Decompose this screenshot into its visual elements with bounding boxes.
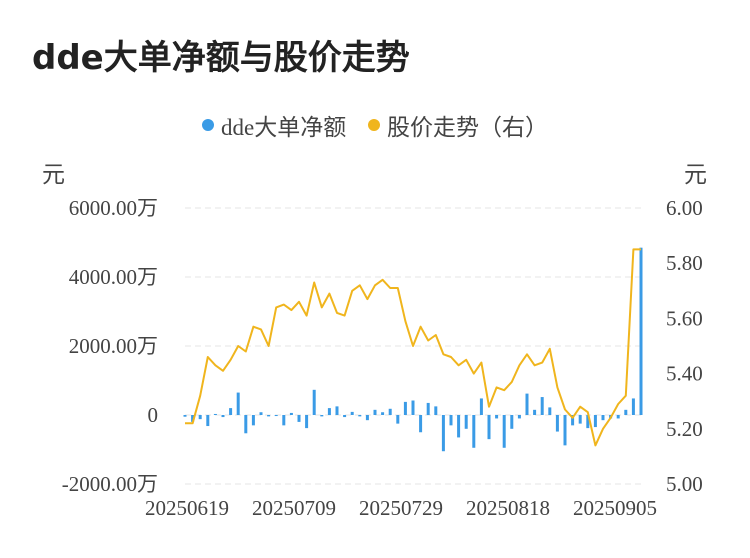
dde-bar xyxy=(221,415,225,418)
dde-bar xyxy=(525,393,529,415)
dde-bar xyxy=(517,415,521,419)
dde-bar xyxy=(586,415,590,429)
axis-labels: 6000.00万 4000.00万 2000.00万 0 -2000.00万 6.00 5.… xyxy=(62,196,703,520)
dde-bar xyxy=(426,402,430,415)
left-tick-label: 4000.00万 xyxy=(69,265,158,289)
dde-bar xyxy=(206,415,210,427)
dde-bar xyxy=(183,415,187,417)
legend-item-dde[interactable]: dde大单净额 xyxy=(202,108,346,142)
legend-label-dde: dde大单净额 xyxy=(221,115,347,140)
dde-bar xyxy=(540,397,544,415)
dde-bar xyxy=(198,415,202,420)
dde-bar xyxy=(624,409,628,415)
x-tick-label: 20250729 xyxy=(359,496,443,520)
right-tick-label: 5.40 xyxy=(666,362,703,386)
x-tick-label: 20250619 xyxy=(145,496,229,520)
left-tick-label: -2000.00万 xyxy=(62,472,158,496)
dde-bar xyxy=(441,415,445,452)
dde-bar xyxy=(472,415,476,448)
dde-bar xyxy=(365,415,369,421)
bar-series xyxy=(183,247,643,452)
chart-title: dde大单净额与股价走势 xyxy=(32,38,410,78)
x-tick-label: 20250709 xyxy=(252,496,336,520)
dde-bar xyxy=(251,415,255,426)
dde-bar xyxy=(289,412,293,415)
right-axis-unit: 元 xyxy=(684,162,707,187)
dde-bar xyxy=(502,415,506,448)
dde-bar xyxy=(495,415,499,419)
legend-dot-dde xyxy=(202,119,215,131)
dde-bar xyxy=(327,408,331,415)
left-tick-label: 2000.00万 xyxy=(69,334,158,358)
dde-bar xyxy=(358,415,362,417)
dde-bar xyxy=(297,415,301,422)
dde-bar xyxy=(259,412,263,415)
right-tick-label: 6.00 xyxy=(666,196,703,220)
dde-bar xyxy=(548,407,552,415)
dde-bar xyxy=(213,413,217,415)
dde-bar xyxy=(274,415,278,417)
dde-bar xyxy=(191,415,195,422)
right-tick-label: 5.00 xyxy=(666,472,703,496)
dde-bar xyxy=(616,415,620,419)
dde-bar xyxy=(533,409,537,415)
dde-bar xyxy=(487,415,491,440)
dde-bar xyxy=(601,415,605,421)
dde-bar xyxy=(571,415,575,426)
dde-bar xyxy=(335,406,339,415)
dde-bar xyxy=(639,247,643,415)
line-series xyxy=(185,248,641,447)
dde-bar xyxy=(236,392,240,415)
legend: dde大单净额 股价走势（右） xyxy=(0,108,750,142)
dde-bar xyxy=(305,415,309,429)
legend-item-price[interactable]: 股价走势（右） xyxy=(367,108,548,142)
dde-bar xyxy=(282,415,286,426)
x-tick-label: 20250818 xyxy=(466,496,550,520)
legend-label-price: 股价走势（右） xyxy=(386,115,548,140)
dde-bar xyxy=(267,415,271,417)
dde-bar xyxy=(419,415,423,433)
left-axis-unit: 元 xyxy=(42,162,65,187)
dde-bar xyxy=(578,415,582,424)
dde-bar xyxy=(312,389,316,415)
dde-bar xyxy=(350,411,354,415)
dde-bar xyxy=(555,415,559,432)
right-tick-label: 5.80 xyxy=(666,251,703,275)
legend-dot-price xyxy=(367,119,380,131)
dde-bar xyxy=(388,408,392,415)
dde-bar xyxy=(411,400,415,415)
left-tick-label: 0 xyxy=(148,403,159,427)
left-tick-label: 6000.00万 xyxy=(69,196,158,220)
x-tick-label: 20250905 xyxy=(573,496,657,520)
dde-bar xyxy=(229,408,233,415)
dde-bar xyxy=(403,401,407,415)
dde-bar xyxy=(373,409,377,415)
dde-bar xyxy=(457,415,461,438)
dde-bar xyxy=(479,398,483,415)
dde-bar xyxy=(464,415,468,429)
right-tick-label: 5.20 xyxy=(666,417,703,441)
dde-bar xyxy=(396,415,400,424)
dde-bar xyxy=(563,415,567,446)
dde-bar xyxy=(631,398,635,415)
dde-bar xyxy=(449,415,453,426)
dde-bar xyxy=(434,406,438,415)
dde-bar xyxy=(593,415,597,428)
dde-bar xyxy=(381,412,385,415)
dde-bar xyxy=(244,415,248,434)
dde-bar xyxy=(320,415,324,417)
dde-bar xyxy=(343,415,347,418)
price-line xyxy=(185,248,641,447)
right-tick-label: 5.60 xyxy=(666,306,703,330)
dde-bar xyxy=(510,415,514,429)
